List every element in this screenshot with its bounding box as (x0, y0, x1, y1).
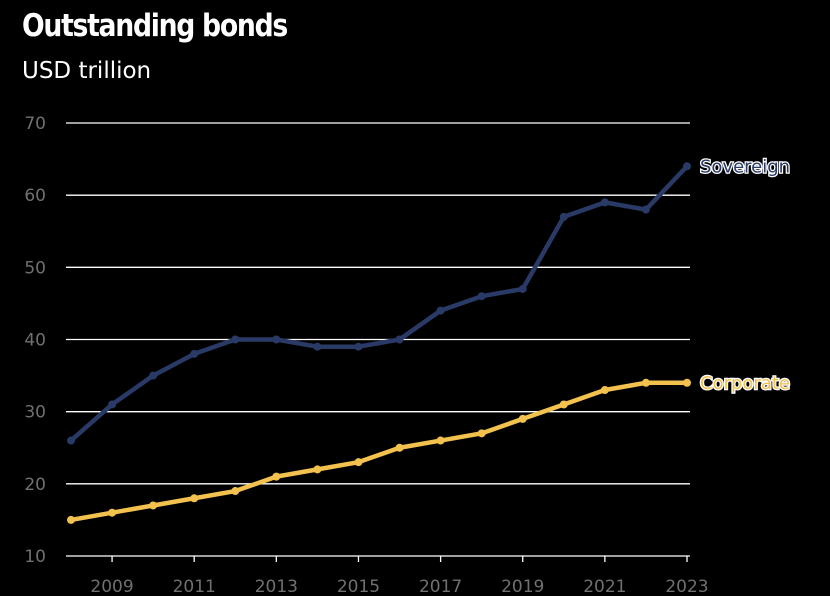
x-tick-label: 2011 (173, 577, 216, 596)
y-tick-label: 10 (24, 547, 46, 567)
sovereign-point (67, 436, 75, 445)
sovereign-point (395, 335, 404, 344)
y-tick-label: 50 (24, 258, 46, 278)
y-tick-label: 60 (24, 186, 46, 206)
corporate-point (272, 472, 281, 481)
x-tick-label: 2023 (665, 577, 708, 596)
corporate-label: Corporate (700, 373, 790, 394)
series-labels: Sovereign Corporate (699, 155, 792, 395)
x-axis: 2009 2011 2013 2015 2017 2019 2021 2023 (90, 556, 709, 596)
y-tick-label: 30 (24, 403, 46, 423)
sovereign-label: Sovereign (700, 156, 790, 177)
sovereign-point (600, 198, 609, 207)
corporate-point (149, 501, 158, 510)
sovereign-point (149, 371, 158, 380)
sovereign-point (190, 349, 199, 358)
sovereign-point (108, 400, 117, 409)
corporate-point (108, 508, 117, 517)
chart-title: Outstanding bonds (22, 8, 288, 44)
sovereign-point (559, 212, 568, 221)
sovereign-point (436, 306, 445, 315)
corporate-point (395, 443, 404, 452)
corporate-point (641, 378, 650, 387)
corporate-point (67, 515, 75, 524)
chart-subtitle: USD trillion (22, 58, 152, 84)
x-tick-label: 2021 (583, 577, 626, 596)
corporate-line (68, 380, 690, 523)
sovereign-point (272, 335, 281, 344)
sovereign-point (231, 335, 240, 344)
sovereign-point (683, 162, 691, 171)
y-tick-label: 40 (24, 331, 46, 351)
corporate-point (518, 414, 527, 423)
sovereign-point (354, 342, 363, 351)
corporate-point (559, 400, 568, 409)
y-axis-ticks: 10 20 30 40 50 60 70 (24, 114, 46, 567)
corporate-point (313, 465, 322, 474)
corporate-point (231, 487, 240, 496)
corporate-point (600, 386, 609, 395)
sovereign-point (641, 205, 650, 214)
gridlines (66, 122, 690, 557)
x-tick-label: 2013 (255, 577, 298, 596)
sovereign-point (477, 292, 486, 301)
y-tick-label: 70 (24, 114, 46, 134)
corporate-point (354, 458, 363, 467)
x-tick-label: 2009 (90, 577, 133, 596)
corporate-point (477, 429, 486, 438)
corporate-point (190, 494, 199, 503)
x-tick-label: 2019 (501, 577, 544, 596)
sovereign-point (313, 342, 322, 351)
x-tick-label: 2015 (337, 577, 380, 596)
corporate-point (436, 436, 445, 445)
series-lines (67, 162, 691, 524)
corporate-point (683, 378, 691, 387)
x-tick-label: 2017 (419, 577, 462, 596)
sovereign-point (518, 284, 527, 293)
y-tick-label: 20 (24, 475, 46, 495)
sovereign-line (68, 164, 690, 443)
